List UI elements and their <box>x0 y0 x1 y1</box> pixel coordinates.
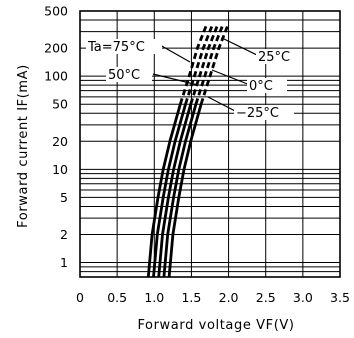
series-curve <box>162 24 224 278</box>
label-leader-line <box>159 44 191 63</box>
x-tick-label: 3.0 <box>293 290 313 305</box>
label-leader-line <box>152 73 199 86</box>
label-background <box>247 78 287 93</box>
y-axis-title: Forward current IF(mA) <box>16 64 31 228</box>
y-tick-label: 50 <box>52 97 68 112</box>
series-label: 0°C <box>249 79 273 94</box>
series-curve <box>152 24 214 278</box>
series-line-dashed <box>184 24 214 105</box>
series-line-dashed <box>194 24 224 105</box>
y-tick-label: 500 <box>44 4 68 19</box>
label-background <box>86 39 162 54</box>
y-tick-label: 2 <box>60 227 68 242</box>
series-line-solid <box>152 103 187 278</box>
plot-frame <box>79 10 341 278</box>
series-label: Ta=75°C <box>87 40 145 55</box>
label-background <box>256 49 302 64</box>
curves <box>146 24 230 278</box>
series-label: 25°C <box>258 50 290 65</box>
x-tick-labels: 0 0.5 1.0 1.5 2.0 2.5 3.0 3.5 <box>76 290 350 305</box>
series-label: −25°C <box>236 106 279 121</box>
x-tick-label: 0 <box>76 290 84 305</box>
label-leader-line <box>221 37 260 57</box>
y-tick-label: 1 <box>60 255 68 270</box>
series-curve <box>146 24 208 278</box>
y-tick-label: 10 <box>52 162 68 177</box>
x-tick-label: 3.5 <box>330 290 350 305</box>
series-line-dashed <box>178 24 208 105</box>
label-background <box>234 105 294 120</box>
y-tick-label: 5 <box>60 190 68 205</box>
series-line-dashed <box>199 24 230 105</box>
x-tick-label: 0.5 <box>107 290 127 305</box>
series-curve <box>167 24 230 278</box>
label-leader-line <box>211 69 251 86</box>
label-background <box>106 67 152 82</box>
series-line-solid <box>157 103 193 278</box>
y-tick-labels: 1 2 5 10 20 50 100 200 500 <box>44 4 68 271</box>
y-tick-label: 20 <box>52 134 68 149</box>
curve-labels: Ta=75°C 50°C 25°C 0°C −25°C <box>86 37 302 121</box>
x-tick-label: 1.5 <box>181 290 201 305</box>
series-curve <box>157 24 219 278</box>
series-line-solid <box>162 103 198 278</box>
series-line-solid <box>167 103 203 278</box>
x-tick-label: 1.0 <box>144 290 164 305</box>
series-line-solid <box>146 103 182 278</box>
x-axis-title: Forward voltage VF(V) <box>137 318 294 333</box>
x-tick-label: 2.0 <box>219 290 239 305</box>
x-tick-label: 2.5 <box>256 290 276 305</box>
label-leader-line <box>207 96 238 113</box>
y-tick-label: 200 <box>44 41 68 56</box>
series-label: 50°C <box>108 68 140 83</box>
series-line-dashed <box>189 24 219 105</box>
y-tick-label: 100 <box>44 69 68 84</box>
